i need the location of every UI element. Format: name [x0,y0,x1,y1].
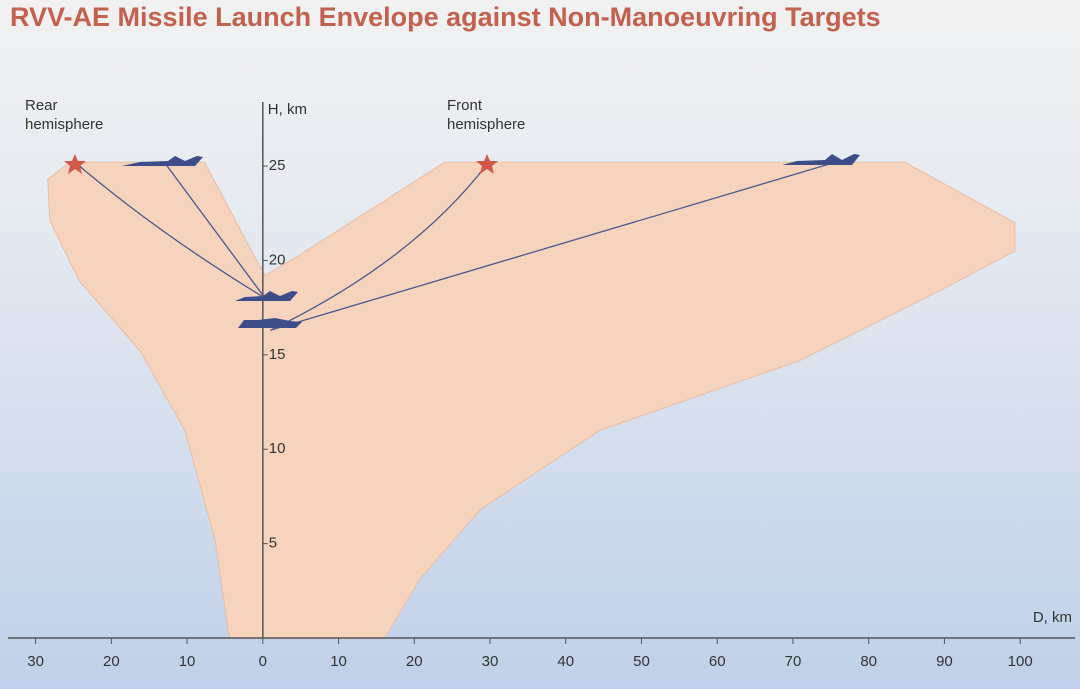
y-tick-label: 10 [269,440,286,457]
y-tick-label: 25 [269,157,286,174]
missile-trajectory [74,161,266,299]
y-tick-label: 20 [269,251,286,268]
x-tick-label: 80 [860,653,877,670]
annotation: Rear hemisphere [25,97,104,133]
x-tick-label: 40 [557,653,574,670]
x-tick-label: 10 [179,653,196,670]
aircraft [238,318,302,328]
chart-title: RVV-AE Missile Launch Envelope against N… [10,2,881,32]
icons [64,154,860,328]
x-tick-label: 60 [709,653,726,670]
aircraft [782,154,860,165]
y-axis-label: H, km [268,101,307,118]
x-axis-label: D, km [1033,609,1072,626]
x-tick-label: 50 [633,653,650,670]
aircraft [235,291,298,301]
x-tick-label: 90 [936,653,953,670]
missile-trajectory [270,161,490,331]
missile-trajectory [270,161,836,331]
x-tick-label: 70 [785,653,802,670]
missile-trajectory [163,161,266,299]
annotation: Front hemisphere [447,97,526,133]
x-tick-label: 20 [103,653,120,670]
x-tick-label: 100 [1008,653,1033,670]
x-tick-label: 30 [27,653,44,670]
y-tick-label: 15 [269,346,286,363]
y-tick-label: 5 [269,535,277,552]
x-tick-label: 30 [482,653,499,670]
x-tick-label: 10 [330,653,347,670]
x-tick-label: 0 [259,653,267,670]
launch-star [64,154,86,174]
launch-star [476,154,498,174]
aircraft [122,156,203,166]
x-tick-label: 20 [406,653,423,670]
launch-envelope [47,161,1016,639]
